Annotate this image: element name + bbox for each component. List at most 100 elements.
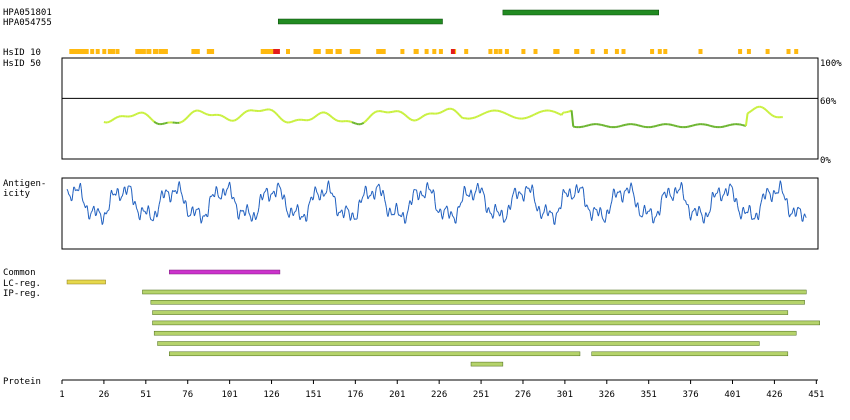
- antigenicity-segment: [797, 206, 800, 209]
- antigenicity-segment: [403, 217, 406, 224]
- antigenicity-segment: [789, 213, 792, 216]
- antigenicity-segment: [98, 210, 101, 213]
- similarity-segment: [237, 116, 241, 120]
- antigenicity-segment: [424, 193, 427, 199]
- antigenicity-segment: [420, 190, 423, 195]
- antigenicity-segment: [598, 207, 601, 213]
- antigenicity-segment: [761, 194, 764, 200]
- lc-reg-bar: [66, 279, 106, 285]
- axis-tick-label: 301: [557, 390, 573, 400]
- antigenicity-segment: [369, 194, 372, 197]
- antigenicity-segment: [589, 211, 592, 218]
- antigenicity-segment: [567, 190, 570, 197]
- antigenicity-segment: [315, 188, 318, 193]
- antigenicity-segment: [763, 193, 765, 198]
- hsid-tick-12: [111, 49, 116, 54]
- axis-tick-label: 201: [389, 390, 405, 400]
- hsid-tick-15: [136, 49, 141, 54]
- antigenicity-segment: [416, 189, 418, 195]
- antigenicity-segment: [639, 214, 641, 217]
- antigenicity-segment: [573, 194, 576, 198]
- antigenicity-segment: [246, 204, 249, 209]
- antigenicity-segment: [189, 213, 192, 216]
- antigenicity-segment: [73, 186, 75, 188]
- antigenicity-segment: [593, 207, 596, 210]
- antigenicity-segment: [378, 183, 381, 187]
- antigenicity-segment: [547, 212, 550, 217]
- antigenicity-segment: [405, 216, 407, 223]
- antigenicity-segment: [439, 208, 442, 211]
- similarity-segment: [416, 118, 420, 121]
- antigenicity-segment: [794, 210, 796, 217]
- antigenicity-segment: [690, 211, 693, 217]
- antigenicity-segment: [288, 213, 291, 218]
- antigenicity-segment: [704, 212, 707, 218]
- antigenicity-segment: [354, 218, 356, 220]
- antigenicity-segment: [773, 190, 776, 194]
- antigenicity-segment: [699, 207, 702, 213]
- similarity-segment: [456, 112, 461, 116]
- antigenicity-segment: [633, 198, 636, 206]
- antigenicity-segment: [126, 185, 129, 191]
- antigenicity-segment: [85, 205, 87, 209]
- antigenicity-segment: [555, 212, 557, 219]
- antigenicity-segment: [731, 185, 733, 189]
- antigenicity-segment: [317, 195, 320, 201]
- similarity-label-0: 0%: [820, 156, 831, 166]
- antigenicity-segment: [362, 195, 365, 197]
- antigenicity-segment: [393, 213, 396, 216]
- antigenicity-segment: [83, 202, 86, 206]
- antigenicity-segment: [714, 193, 717, 197]
- similarity-segment: [274, 111, 278, 115]
- axis-tick-label: 101: [221, 390, 237, 400]
- antigenicity-segment: [644, 208, 647, 215]
- hsid-tick-10: [102, 49, 107, 54]
- similarity-trace: [103, 105, 783, 129]
- similarity-segment: [133, 113, 137, 117]
- antigenicity-segment: [97, 208, 100, 212]
- hsid-tick-57: [381, 49, 386, 54]
- antigenicity-segment: [451, 212, 454, 217]
- antigenicity-segment: [346, 207, 349, 210]
- hsid-tick-66: [488, 49, 493, 54]
- hsid-tick-78: [603, 49, 608, 54]
- antigenicity-segment: [734, 198, 737, 202]
- antigenicity-segment: [268, 199, 271, 202]
- similarity-segment: [284, 120, 287, 124]
- antigenicity-segment: [371, 190, 374, 193]
- antigenicity-segment: [387, 211, 390, 217]
- antigenicity-segment: [499, 210, 502, 216]
- antigenicity-segment: [737, 205, 739, 210]
- similarity-segment: [474, 116, 477, 119]
- antigenicity-segment: [540, 215, 543, 219]
- antigenicity-segment: [273, 190, 276, 195]
- antigenicity-segment: [539, 209, 542, 217]
- antigenicity-segment: [136, 208, 138, 211]
- similarity-segment: [235, 117, 239, 121]
- hsid-tick-47: [328, 49, 333, 54]
- antigenicity-segment: [426, 182, 429, 187]
- hsid-tick-6: [81, 49, 86, 54]
- antigenicity-segment: [786, 198, 789, 206]
- antigenicity-segment: [711, 191, 714, 194]
- antigenicity-segment: [784, 198, 787, 201]
- antigenicity-segment: [278, 185, 281, 188]
- hsid-tick-63: [438, 49, 443, 54]
- similarity-segment: [527, 115, 531, 119]
- axis-tick-label: 326: [599, 390, 615, 400]
- antigenicity-segment: [107, 209, 110, 212]
- similarity-segment: [750, 109, 754, 112]
- similarity-segment: [504, 112, 507, 115]
- antigenicity-segment: [706, 215, 709, 218]
- antigenicity-segment: [759, 202, 762, 207]
- antigenicity-segment: [486, 208, 489, 213]
- antigenicity-segment: [567, 195, 569, 198]
- antigenicity-segment: [400, 213, 403, 218]
- antigenicity-segment: [481, 187, 484, 191]
- antigenicity-segment: [427, 186, 430, 190]
- antigenicity-segment: [307, 205, 309, 214]
- antigenicity-segment: [680, 182, 683, 186]
- antigenicity-segment: [633, 193, 635, 199]
- antigenicity-segment: [194, 209, 197, 214]
- antigenicity-segment: [488, 210, 491, 214]
